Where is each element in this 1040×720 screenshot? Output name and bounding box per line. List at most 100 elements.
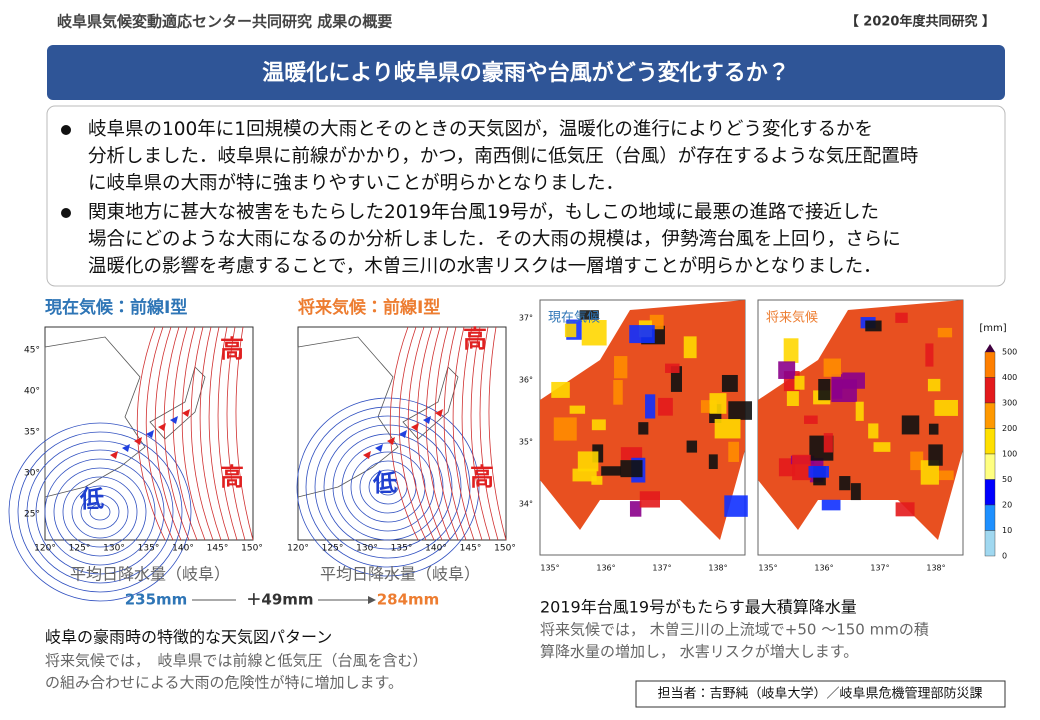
pressure-label: 低 (79, 485, 104, 513)
isobar (443, 326, 467, 541)
header-title: 岐阜県気候変動適応センター共同研究 成果の概要 (57, 13, 392, 31)
bullet-line: 岐阜県の100年に1回規模の大雨とそのときの天気図が，温暖化の進行によりどう変化… (88, 119, 873, 140)
rain-cell (786, 390, 799, 407)
colorbar-unit: [mm] (979, 323, 1006, 334)
colorbar-tick: 10 (1002, 526, 1012, 535)
rain-cell (638, 422, 649, 435)
rain-cell (613, 380, 623, 405)
rain-cell (620, 447, 643, 460)
isobar (154, 326, 182, 541)
front (170, 416, 178, 424)
rain-cell (639, 491, 660, 508)
lon-tick: 150° (494, 544, 516, 554)
footer-credit: 担当者：吉野純（岐阜大学）／岐阜県危機管理部防災課 (657, 686, 982, 702)
bullet-line: 場合にどのような大雨になるのか分析しました．その大雨の規模は，伊勢湾台風を上回り… (88, 229, 901, 250)
rain-cell (579, 310, 599, 320)
bullet-line: 分析しました．岐阜県に前線がかかり，かつ，南西側に低気圧（台風）が存在するような… (88, 146, 918, 167)
rain-cell (868, 423, 879, 439)
rain-cell (928, 444, 943, 466)
isobar (44, 458, 156, 566)
lon-tick: 130° (103, 544, 125, 554)
colorbar-tick: 200 (1002, 424, 1017, 433)
colorbar-tick: 50 (1002, 475, 1012, 484)
rain-cell (808, 466, 829, 478)
rain-cell (920, 460, 939, 485)
rain-cell (629, 325, 655, 344)
lon-tick: 136° (596, 564, 615, 573)
caption: 岐阜の豪雨時の特徴的な天気図パターン (45, 628, 332, 647)
front (363, 451, 371, 459)
lon-tick: 140° (172, 544, 194, 554)
isobar (217, 326, 238, 541)
rain-cell (842, 372, 865, 389)
isobar (398, 326, 427, 541)
panel-label: 現在気候 (548, 310, 600, 326)
precip-label: 平均日降水量（岐阜） (70, 565, 230, 584)
isobar (488, 326, 507, 541)
lat-tick: 30° (24, 469, 40, 479)
description: 将来気候では， 岐阜県では前線と低気圧（台風を含む） (45, 652, 428, 670)
lon-tick: 138° (708, 564, 727, 573)
colorbar-segment (984, 530, 996, 557)
isobar (416, 326, 443, 541)
description: の組み合わせによる大雨の危険性が特に増加します。 (45, 674, 403, 692)
colorbar-segment (984, 479, 996, 506)
rain-cell (564, 323, 577, 338)
lon-tick: 138° (926, 564, 945, 573)
rain-cell (591, 419, 606, 431)
bullet-box (46, 105, 1006, 287)
lat-tick: 34° (519, 500, 533, 509)
lon-tick: 145° (460, 544, 482, 554)
lon-tick: 137° (652, 564, 671, 573)
future-value: 284mm (377, 591, 440, 609)
colorbar-tick: 0 (1002, 552, 1007, 561)
rain-cell (895, 312, 908, 323)
footer-box (635, 680, 1006, 708)
rain-cell (901, 415, 920, 435)
rain-cell (577, 451, 599, 472)
front (110, 451, 118, 459)
rain-cell (581, 320, 607, 346)
front (399, 430, 407, 438)
isobar (341, 442, 435, 532)
rain-cell (792, 454, 811, 481)
lon-tick: 137° (870, 564, 889, 573)
colorbar-tick: 20 (1002, 501, 1012, 510)
front (435, 409, 443, 417)
banner (47, 45, 1005, 100)
rain-cell (708, 454, 718, 470)
isobar (452, 326, 475, 541)
front (122, 444, 130, 452)
colorbar-segment (984, 428, 996, 455)
colorbar-cap (985, 344, 995, 352)
lon-tick: 120° (287, 544, 309, 554)
isobar (425, 326, 451, 541)
rain-cell (821, 499, 841, 511)
pressure-label: 高 (220, 335, 244, 363)
rain-cell (783, 338, 799, 363)
description: 将来気候では， 木曽三川の上流域で+50 ～150 mmの積 (540, 621, 929, 639)
front (375, 444, 383, 452)
lon-tick: 125° (322, 544, 344, 554)
precip-label: 平均日降水量（岐阜） (320, 565, 480, 584)
rain-cell (572, 468, 597, 482)
rain-cell (714, 419, 741, 439)
lon-tick: 135° (138, 544, 160, 554)
rain-cell (927, 378, 941, 392)
isobar (208, 326, 230, 541)
lon-tick: 140° (425, 544, 447, 554)
rain-cell (910, 451, 924, 471)
isobar (296, 397, 480, 577)
isobar (199, 326, 222, 541)
rain-cell (683, 336, 697, 359)
lat-tick: 37° (519, 314, 533, 323)
rain-cell (895, 502, 915, 517)
isobar (172, 326, 198, 541)
isobar (136, 326, 166, 541)
lon-tick: 125° (69, 544, 91, 554)
isobar (314, 415, 462, 559)
rain-cell (686, 440, 698, 453)
rain-cell (873, 442, 891, 452)
bullet-dot (61, 125, 71, 135)
